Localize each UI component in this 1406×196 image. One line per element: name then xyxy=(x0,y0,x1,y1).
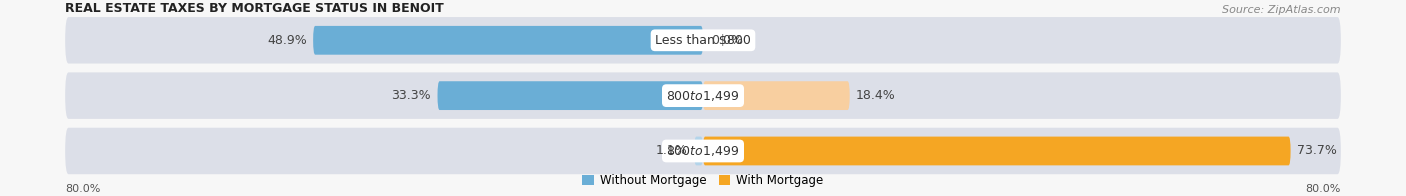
Text: Source: ZipAtlas.com: Source: ZipAtlas.com xyxy=(1222,5,1341,15)
FancyBboxPatch shape xyxy=(695,137,703,165)
Text: 73.7%: 73.7% xyxy=(1296,144,1337,157)
FancyBboxPatch shape xyxy=(437,81,703,110)
FancyBboxPatch shape xyxy=(65,72,1341,119)
FancyBboxPatch shape xyxy=(703,81,849,110)
Text: 48.9%: 48.9% xyxy=(267,34,307,47)
FancyBboxPatch shape xyxy=(314,26,703,55)
Text: REAL ESTATE TAXES BY MORTGAGE STATUS IN BENOIT: REAL ESTATE TAXES BY MORTGAGE STATUS IN … xyxy=(65,2,444,15)
Text: 1.1%: 1.1% xyxy=(657,144,688,157)
Text: 18.4%: 18.4% xyxy=(856,89,896,102)
Text: 80.0%: 80.0% xyxy=(65,184,101,194)
Text: $800 to $1,499: $800 to $1,499 xyxy=(666,144,740,158)
FancyBboxPatch shape xyxy=(65,128,1341,174)
FancyBboxPatch shape xyxy=(703,137,1291,165)
Text: $800 to $1,499: $800 to $1,499 xyxy=(666,89,740,103)
Text: 33.3%: 33.3% xyxy=(391,89,432,102)
Text: 80.0%: 80.0% xyxy=(1305,184,1341,194)
Text: 0.0%: 0.0% xyxy=(711,34,742,47)
Legend: Without Mortgage, With Mortgage: Without Mortgage, With Mortgage xyxy=(578,170,828,192)
FancyBboxPatch shape xyxy=(65,17,1341,64)
Text: Less than $800: Less than $800 xyxy=(655,34,751,47)
